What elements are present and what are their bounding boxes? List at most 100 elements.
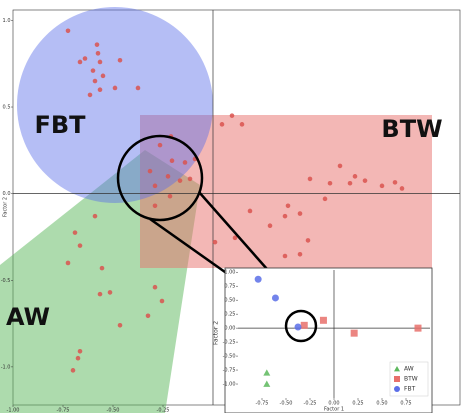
point: [300, 321, 308, 329]
point: [307, 176, 313, 182]
main-plot: 1.0 0.5 0.0 -0.5 -1.0 -1.00 -0.75 -0.50 -0.25: [1, 10, 460, 413]
y-tick-label: -0.50: [223, 354, 236, 360]
y-axis-label: Factor 2: [213, 321, 220, 345]
x-tick-label: -0.25: [304, 401, 317, 407]
point: [70, 368, 76, 373]
point: [65, 260, 71, 266]
point: [297, 211, 303, 216]
point: [271, 294, 279, 302]
zoom-circle: [116, 134, 204, 222]
point: [72, 230, 78, 235]
point: [100, 73, 106, 79]
point: [212, 239, 218, 245]
point: [247, 208, 253, 214]
point: [107, 290, 113, 295]
point: [152, 284, 158, 290]
point: [77, 348, 83, 354]
x-tick-label: -0.50: [280, 401, 293, 407]
point: [347, 180, 353, 186]
point: [399, 186, 405, 191]
x-tick-label: -0.25: [157, 408, 170, 413]
point: [379, 183, 385, 189]
point: [282, 253, 288, 259]
legend-label: AW: [404, 366, 414, 373]
zoom-circle: [284, 309, 318, 343]
y-tick-label: 0.0: [3, 191, 11, 197]
legend-label: FBT: [404, 386, 416, 393]
point: [414, 324, 422, 332]
y-tick-label: -0.5: [1, 278, 11, 284]
region-label: AW: [6, 303, 50, 331]
y-tick-label: -1.0: [1, 364, 11, 370]
point: [117, 323, 123, 328]
y-tick-label: 0.25: [224, 312, 235, 318]
x-tick-label: 0.50: [376, 401, 387, 407]
point: [152, 183, 158, 189]
point: [294, 323, 302, 331]
y-tick-label: 0.5: [3, 105, 11, 111]
point: [182, 160, 188, 165]
y-tick-label: 1.0: [3, 18, 11, 24]
point: [392, 180, 398, 185]
point: [99, 265, 105, 271]
point: [165, 174, 171, 179]
point: [90, 68, 96, 73]
point: [394, 366, 400, 372]
point: [135, 85, 141, 91]
point: [394, 376, 400, 382]
point: [254, 275, 262, 283]
point: [263, 369, 271, 376]
point: [297, 251, 303, 257]
point: [77, 243, 83, 248]
x-tick-label: -0.75: [256, 401, 269, 407]
point: [87, 92, 93, 98]
region-label: FBT: [34, 111, 86, 139]
y-tick-label: 0.75: [224, 284, 235, 290]
y-tick-label: -0.25: [223, 340, 236, 346]
x-tick-label: -0.75: [57, 408, 70, 413]
point: [229, 113, 235, 118]
x-tick-label: 0.75: [400, 401, 411, 407]
legend-label: BTW: [404, 376, 418, 383]
point: [92, 78, 98, 84]
point: [352, 174, 358, 179]
point: [167, 193, 173, 199]
y-tick-label: 0.00: [224, 326, 235, 332]
point: [263, 380, 271, 387]
point: [97, 291, 103, 297]
point: [97, 87, 103, 92]
point: [319, 316, 327, 324]
point: [285, 203, 291, 209]
x-tick-label: -0.50: [107, 408, 120, 413]
inset-plot: 1.00 0.75 0.50 0.25 0.00 -0.25 -0.50 -0.75 -1.00…: [223, 270, 430, 407]
point: [65, 28, 71, 34]
point: [82, 56, 88, 61]
point: [94, 42, 100, 47]
point: [337, 163, 343, 169]
point: [97, 59, 103, 65]
point: [75, 355, 81, 361]
point: [92, 213, 98, 219]
point: [157, 142, 163, 148]
point: [267, 223, 273, 228]
point: [362, 178, 368, 183]
point: [95, 51, 101, 56]
x-axis-label: Factor 1: [324, 407, 344, 413]
y-tick-label: -0.75: [223, 368, 236, 374]
y-axis-label: Factor 2: [3, 197, 9, 217]
point: [177, 178, 183, 183]
point: [239, 122, 245, 127]
x-tick-label: -1.00: [7, 408, 20, 413]
y-tick-label: 1.00: [224, 270, 235, 276]
point: [117, 57, 123, 63]
point: [187, 176, 193, 182]
x-tick-label: 0.00: [328, 401, 339, 407]
point: [145, 313, 151, 319]
point: [322, 196, 328, 202]
point: [305, 238, 311, 243]
point: [219, 122, 225, 127]
point: [327, 180, 333, 186]
y-tick-label: 0.50: [224, 298, 235, 304]
point: [350, 329, 358, 337]
